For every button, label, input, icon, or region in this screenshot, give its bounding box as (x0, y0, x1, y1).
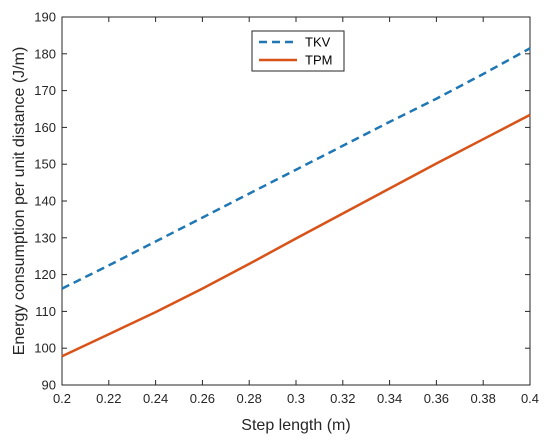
y-tick-label: 120 (34, 267, 56, 282)
series-lines (61, 47, 531, 358)
y-tick-label: 100 (34, 341, 56, 356)
series-line-tpm (61, 113, 531, 358)
x-tick-label: 0.38 (471, 391, 496, 406)
legend-box (251, 30, 345, 72)
x-tick-label: 0.32 (330, 391, 355, 406)
x-axis-label: Step length (m) (241, 417, 350, 434)
x-tick-label: 0.2 (53, 391, 71, 406)
y-axis-label: Energy consumption per unit distance (J/… (11, 47, 28, 356)
x-tick-label: 0.24 (143, 391, 168, 406)
axis-ticks: 0.2 0.22 0.24 0.26 0.28 0.3 0.32 0.34 0.36 0.38 0.… (34, 10, 539, 407)
x-tick-label: 0.36 (424, 391, 449, 406)
plot-area (61, 16, 531, 386)
y-tick-label: 150 (34, 157, 56, 172)
y-tick-label: 110 (35, 304, 56, 319)
x-tick-label: 0.26 (190, 391, 215, 406)
y-tick-label: 160 (34, 120, 56, 135)
y-tick-label: 180 (34, 46, 56, 61)
x-tick-label: 0.22 (96, 391, 121, 406)
x-tick-label: 0.34 (377, 391, 402, 406)
x-tick-label: 0.4 (521, 391, 539, 406)
y-tick-label: 190 (34, 10, 56, 25)
y-tick-label: 130 (34, 230, 56, 245)
series-line-tkv (61, 47, 531, 290)
y-tick-label: 170 (34, 83, 56, 98)
legend-label-tkv: TKV (305, 35, 331, 50)
legend-label-tpm: TPM (305, 53, 332, 68)
y-tick-label: 90 (42, 378, 56, 393)
y-tick-label: 140 (34, 194, 56, 209)
x-tick-label: 0.3 (287, 391, 305, 406)
legend: TKV TPM (251, 30, 345, 72)
x-tick-label: 0.28 (237, 391, 262, 406)
